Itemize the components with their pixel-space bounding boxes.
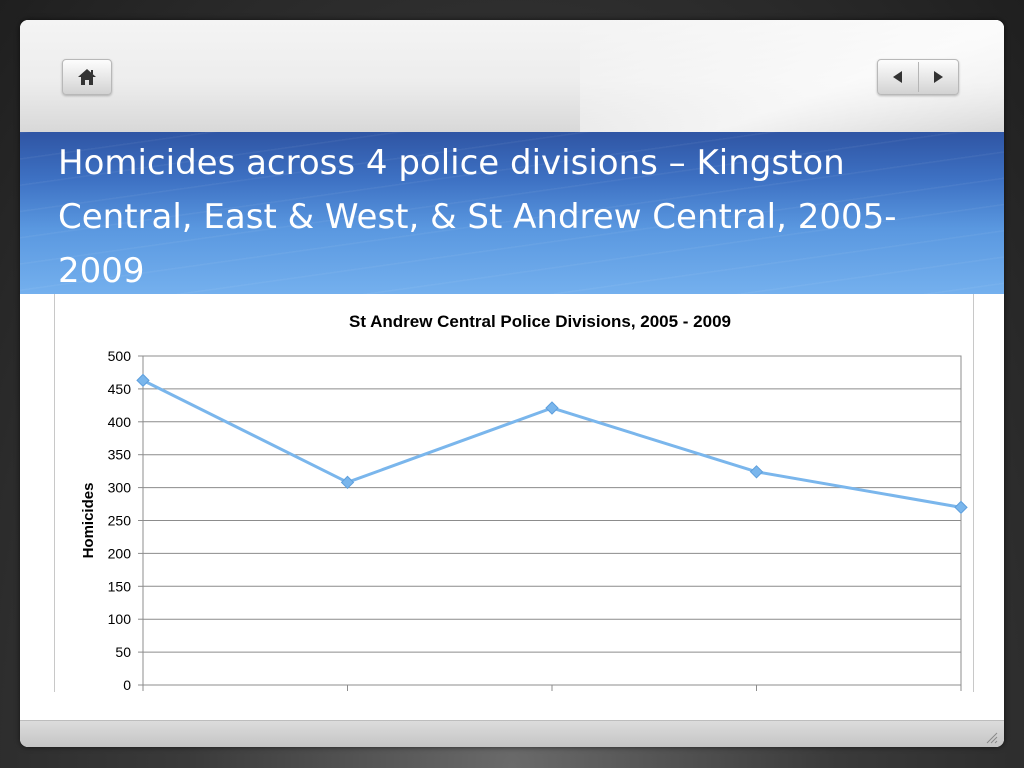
slide-title: Homicides across 4 police divisions – Ki… <box>58 143 897 291</box>
chart-title: St Andrew Central Police Divisions, 2005… <box>349 312 731 331</box>
home-button[interactable] <box>62 59 112 95</box>
slide-header-area <box>20 20 1004 132</box>
next-slide-button[interactable] <box>918 60 958 94</box>
y-tick-label: 150 <box>108 578 132 594</box>
slide-navigation <box>877 59 959 95</box>
y-axis-label: Homicides <box>80 483 97 559</box>
y-tick-label: 50 <box>115 644 131 660</box>
y-tick-label: 100 <box>108 611 132 627</box>
title-banner: Homicides across 4 police divisions – Ki… <box>20 132 1004 294</box>
chart-container: St Andrew Central Police Divisions, 2005… <box>54 294 974 692</box>
data-point-2005 <box>136 373 150 388</box>
y-tick-label: 450 <box>108 381 132 397</box>
previous-slide-button[interactable] <box>878 60 918 94</box>
line-chart: St Andrew Central Police Divisions, 2005… <box>80 312 968 692</box>
home-icon <box>78 69 96 85</box>
slide-footer <box>20 720 1004 747</box>
slide: St Andrew Central Police Divisions, 2005… <box>20 20 1004 747</box>
y-tick-label: 300 <box>108 480 132 496</box>
triangle-right-icon <box>934 71 944 83</box>
y-tick-label: 500 <box>108 348 132 364</box>
divider <box>917 62 919 92</box>
data-point-2009 <box>954 500 968 515</box>
y-tick-label: 0 <box>123 677 131 692</box>
y-tick-label: 250 <box>108 513 132 529</box>
data-point-2006 <box>340 475 355 490</box>
triangle-left-icon <box>892 71 902 83</box>
y-tick-label: 350 <box>108 447 132 463</box>
resize-grip-icon <box>986 732 998 744</box>
data-point-2007 <box>545 401 559 415</box>
data-point-2008 <box>749 465 764 479</box>
y-tick-label: 400 <box>108 414 132 430</box>
y-tick-label: 200 <box>108 545 132 561</box>
